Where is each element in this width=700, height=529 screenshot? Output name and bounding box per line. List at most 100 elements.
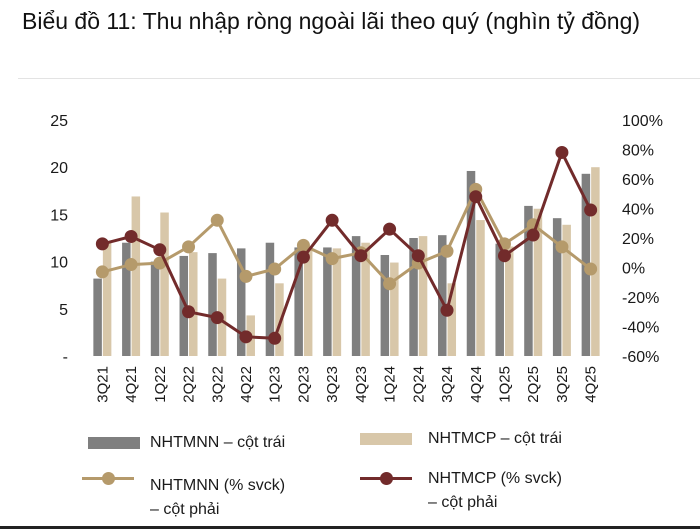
bar-nhtmcp <box>332 248 342 356</box>
bar-nhtmnn <box>466 170 476 356</box>
bar-nhtmcp <box>275 283 284 356</box>
point-nhtmcp <box>182 305 196 319</box>
right-axis-tick-label: 20% <box>622 231 654 248</box>
bar-nhtmnn <box>524 205 533 356</box>
bar-nhtmcp <box>533 208 543 356</box>
point-nhtmnn <box>124 258 138 272</box>
point-nhtmcp <box>383 222 397 236</box>
left-axis-tick-label: 5 <box>59 302 68 319</box>
x-axis-tick-label: 1Q23 <box>267 366 284 403</box>
point-nhtmcp <box>469 190 483 204</box>
bar-nhtmcp <box>562 224 571 356</box>
point-nhtmnn <box>268 262 282 276</box>
right-axis-tick-label: -60% <box>622 349 659 366</box>
legend-label-nhtmcp-bar: NHTMCP – cột trái <box>428 430 562 447</box>
point-nhtmcp <box>153 243 167 257</box>
bar-nhtmnn <box>208 253 217 356</box>
left-axis-tick-label: 20 <box>50 160 68 177</box>
legend-swatch-nhtmcp-bar <box>360 433 412 445</box>
point-nhtmcp <box>526 228 540 242</box>
point-nhtmnn <box>383 277 397 291</box>
point-nhtmnn <box>440 244 454 258</box>
title-divider <box>18 78 700 79</box>
x-axis-tick-label: 4Q25 <box>583 366 600 403</box>
point-nhtmcp <box>497 249 511 263</box>
bar-nhtmnn <box>93 278 102 356</box>
bar-nhtmnn <box>179 255 189 356</box>
bar-nhtmcp <box>131 196 141 356</box>
point-nhtmcp <box>555 145 569 159</box>
x-axis-tick-label: 4Q22 <box>238 366 255 403</box>
right-axis-tick-label: 0% <box>622 261 645 278</box>
bar-nhtmnn <box>236 248 246 356</box>
left-axis-tick-label: 25 <box>50 113 68 130</box>
bottom-border <box>0 526 700 529</box>
x-axis-tick-label: 1Q25 <box>496 366 513 403</box>
legend-label-nhtmnn-line-b: – cột phải <box>150 501 220 518</box>
x-axis-tick-label: 1Q24 <box>382 366 399 403</box>
right-axis-tick-label: -20% <box>622 290 659 307</box>
bar-nhtmnn <box>150 261 160 356</box>
legend-marker-nhtmcp-line <box>380 472 393 485</box>
bar-nhtmcp <box>476 220 485 356</box>
left-axis-tick-label: 10 <box>50 255 68 272</box>
bar-nhtmnn <box>409 238 418 356</box>
bar-nhtmcp <box>504 246 514 356</box>
bar-nhtmcp <box>418 236 428 356</box>
x-axis-tick-label: 3Q22 <box>209 366 226 403</box>
x-axis-tick-label: 2Q22 <box>181 366 198 403</box>
bar-nhtmcp <box>390 262 399 356</box>
bar-nhtmcp <box>303 247 313 356</box>
right-axis-tick-label: -40% <box>622 320 659 337</box>
bar-nhtmcp <box>447 283 457 356</box>
bar-nhtmcp <box>160 212 169 356</box>
point-nhtmcp <box>95 237 109 251</box>
point-nhtmnn <box>182 240 196 254</box>
point-nhtmnn <box>95 265 109 279</box>
bar-nhtmnn <box>438 235 447 356</box>
x-axis-tick-label: 1Q22 <box>152 366 169 403</box>
x-axis-tick-label: 4Q23 <box>353 366 370 403</box>
x-axis-tick-label: 3Q23 <box>324 366 341 403</box>
bar-nhtmcp <box>591 167 600 356</box>
point-nhtmnn <box>239 269 253 283</box>
left-axis-tick-label: 15 <box>50 207 68 224</box>
legend-marker-nhtmnn-line <box>102 472 115 485</box>
legend-label-nhtmcp-line-a: NHTMCP (% svck) <box>428 470 562 487</box>
bar-nhtmnn <box>380 254 390 356</box>
right-axis-tick-label: 100% <box>622 113 663 130</box>
point-nhtmnn <box>555 240 569 254</box>
x-axis-tick-label: 4Q24 <box>468 366 485 403</box>
x-axis-tick-label: 2Q23 <box>295 366 312 403</box>
legend-swatch-nhtmnn-bar <box>88 437 140 449</box>
bar-nhtmcp <box>102 242 112 356</box>
point-nhtmnn <box>584 262 598 276</box>
x-axis-tick-label: 2Q25 <box>525 366 542 403</box>
point-nhtmcp <box>239 330 253 344</box>
point-nhtmnn <box>325 252 339 266</box>
point-nhtmcp <box>325 213 339 227</box>
bar-nhtmcp <box>189 252 198 356</box>
bar-nhtmnn <box>351 236 361 356</box>
x-axis-tick-label: 3Q25 <box>554 366 571 403</box>
bar-nhtmnn <box>294 247 303 356</box>
chart-title: Biểu đồ 11: Thu nhập ròng ngoài lãi theo… <box>22 8 641 34</box>
bar-nhtmnn <box>552 218 562 356</box>
legend-label-nhtmcp-line-b: – cột phải <box>428 494 498 511</box>
point-nhtmcp <box>584 203 598 217</box>
right-axis-tick-label: 60% <box>622 172 654 189</box>
point-nhtmcp <box>268 331 282 345</box>
point-nhtmcp <box>124 230 138 244</box>
bar-nhtmnn <box>122 242 131 356</box>
right-axis-tick-label: 40% <box>622 202 654 219</box>
bar-nhtmnn <box>265 242 275 356</box>
point-nhtmcp <box>440 303 454 317</box>
point-nhtmcp <box>210 311 224 325</box>
x-axis-tick-label: 3Q21 <box>94 366 111 403</box>
point-nhtmcp <box>411 249 425 263</box>
legend-label-nhtmnn-bar: NHTMNN – cột trái <box>150 434 286 451</box>
right-axis-tick-label: 80% <box>622 143 654 160</box>
left-axis-tick-label: - <box>63 349 68 366</box>
x-axis-tick-label: 3Q24 <box>439 366 456 403</box>
